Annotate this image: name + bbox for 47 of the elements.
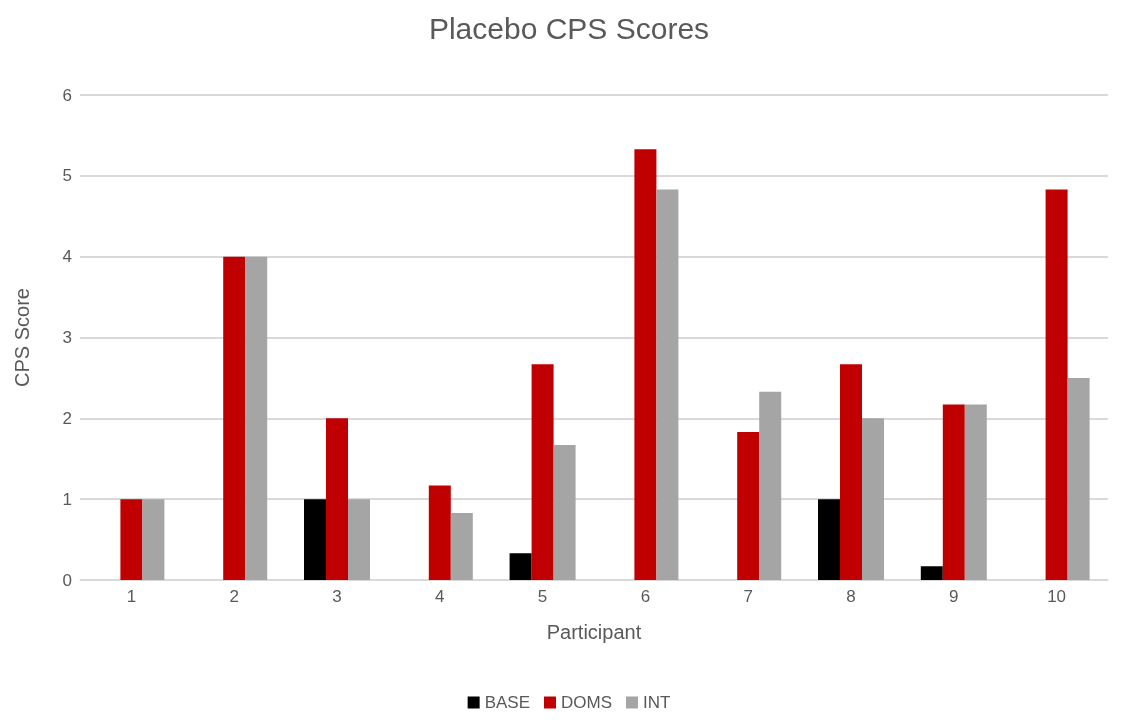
y-tick-label: 1 — [62, 489, 72, 509]
x-tick-label: 10 — [1047, 587, 1067, 606]
bar — [818, 499, 840, 580]
bar — [245, 256, 268, 580]
x-tick-label: 8 — [846, 587, 856, 606]
y-tick-label: 6 — [62, 85, 72, 105]
legend-label: INT — [642, 693, 671, 712]
bar — [120, 499, 143, 580]
bar — [304, 499, 326, 580]
bar — [223, 256, 246, 580]
y-tick-label: 3 — [62, 328, 72, 347]
bar — [759, 391, 782, 580]
x-axis-title: Participant — [546, 621, 642, 643]
chart-title: Placebo CPS Scores — [428, 11, 710, 45]
bar — [634, 149, 657, 580]
legend-label: DOMS — [560, 693, 612, 712]
bar — [1045, 189, 1068, 580]
x-tick-label: 9 — [949, 587, 959, 606]
x-tick-label: 7 — [743, 587, 753, 606]
x-tick-label: 4 — [435, 587, 445, 606]
x-tick-label: 1 — [126, 587, 137, 606]
x-tick-label: 6 — [640, 587, 651, 606]
bar — [737, 432, 760, 580]
legend-label: BASE — [484, 693, 530, 712]
x-tick-label: 5 — [537, 587, 548, 606]
bar — [450, 512, 473, 580]
bar — [348, 499, 370, 580]
bar — [656, 189, 679, 580]
bar — [428, 485, 451, 580]
x-tick-label: 2 — [229, 587, 239, 606]
bar — [142, 499, 165, 580]
bar — [531, 364, 554, 580]
bar — [920, 566, 943, 580]
y-tick-label: 2 — [62, 408, 72, 428]
bar — [553, 445, 576, 580]
y-tick-label: 4 — [62, 247, 72, 267]
y-tick-label: 5 — [62, 166, 72, 186]
bar — [942, 404, 965, 580]
bar — [862, 418, 884, 580]
bar — [326, 418, 348, 580]
bar — [1067, 377, 1090, 580]
y-tick-label: 0 — [62, 570, 72, 590]
bar — [964, 404, 987, 580]
x-tick-label: 3 — [332, 587, 342, 606]
bar — [840, 364, 862, 580]
y-axis-title: CPS Score — [11, 288, 33, 387]
bar — [509, 553, 532, 580]
